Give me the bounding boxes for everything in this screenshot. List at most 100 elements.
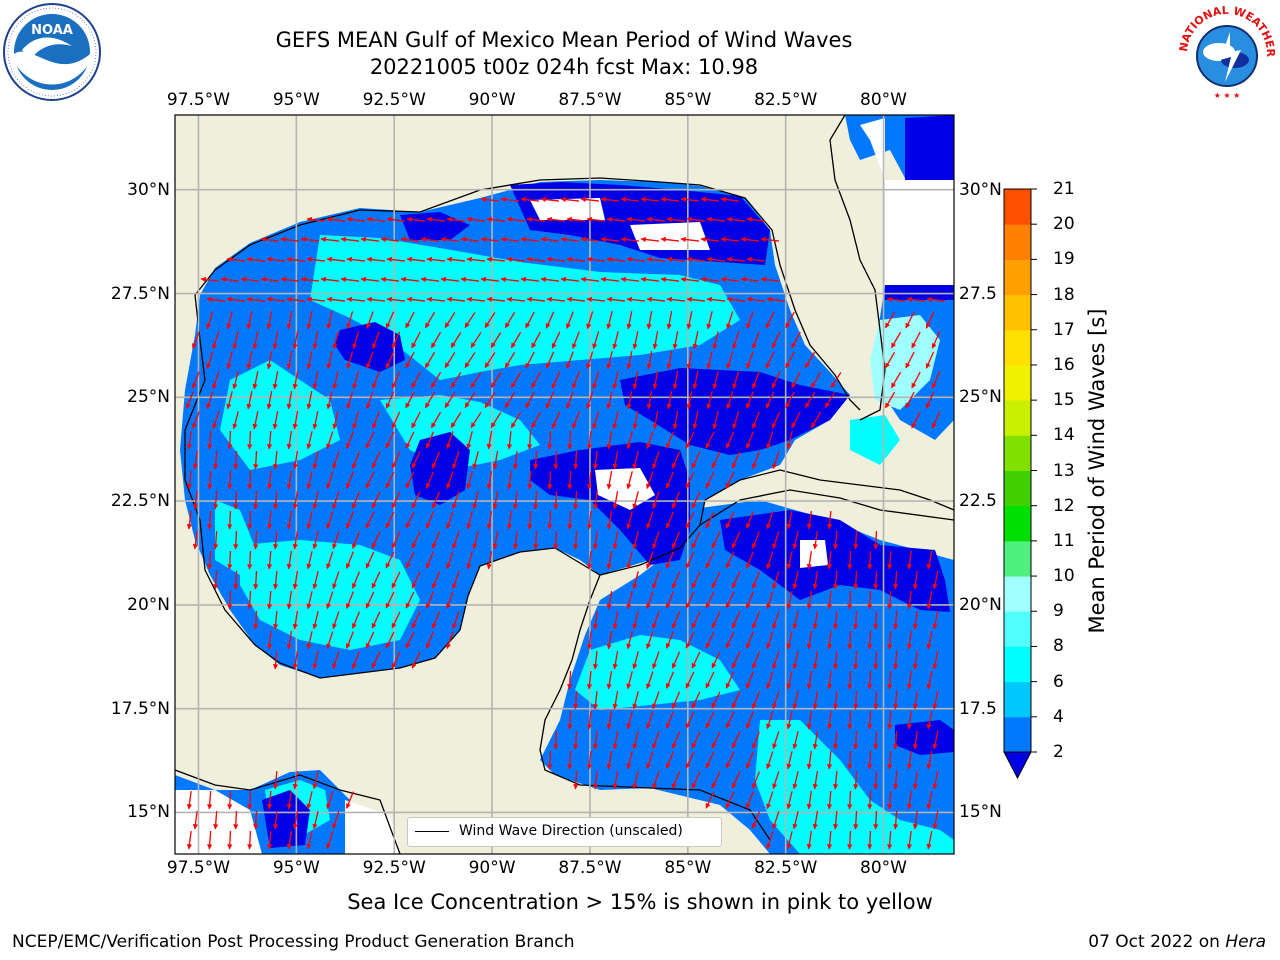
wave-direction-arrow: [812, 611, 819, 630]
wave-direction-arrow: [371, 491, 381, 509]
wave-direction-arrow: [745, 551, 754, 569]
wave-direction-arrow: [646, 216, 666, 223]
wave-direction-arrow: [672, 331, 679, 350]
wave-direction-arrow: [504, 351, 516, 369]
lon-tick-label: 82.5°W: [754, 858, 818, 878]
cyan-zone-keys: [850, 415, 900, 465]
wave-direction-arrow: [873, 810, 879, 830]
wave-direction-arrow: [806, 671, 813, 690]
wave-direction-arrow: [306, 391, 313, 410]
wave-direction-arrow: [766, 831, 774, 850]
wave-direction-arrow: [606, 296, 626, 303]
wave-direction-arrow: [586, 256, 606, 263]
wave-direction-arrow: [680, 236, 700, 243]
wave-direction-arrow: [620, 276, 640, 283]
wave-direction-arrow: [551, 331, 561, 349]
wave-direction-arrow: [484, 352, 496, 369]
wave-direction-arrow: [306, 351, 313, 370]
wave-direction-arrow: [466, 431, 473, 450]
wave-direction-arrow: [867, 590, 873, 610]
wave-direction-arrow: [691, 731, 701, 749]
wave-direction-arrow: [192, 810, 199, 830]
wave-direction-arrow: [232, 331, 239, 350]
wave-direction-arrow: [365, 471, 375, 489]
colorbar-tick-label: 21: [1053, 179, 1075, 199]
wave-direction-arrow: [560, 276, 580, 283]
wave-direction-arrow: [233, 810, 239, 830]
wave-direction-arrow: [253, 490, 259, 510]
colorbar-band: [1004, 189, 1031, 225]
wave-direction-arrow: [540, 196, 560, 203]
wave-direction-arrow: [431, 531, 441, 549]
wave-direction-arrow: [772, 731, 780, 750]
wave-direction-arrow: [686, 391, 693, 410]
darkblue-zone-west: [335, 322, 405, 372]
wave-direction-arrow: [746, 256, 766, 263]
wave-direction-arrow: [867, 550, 873, 570]
wave-direction-arrow: [827, 830, 833, 850]
wave-direction-arrow: [884, 311, 896, 329]
wave-direction-arrow: [887, 830, 893, 850]
wave-direction-arrow: [827, 790, 833, 810]
wave-direction-arrow: [446, 431, 454, 449]
wave-direction-arrow: [711, 451, 721, 469]
wave-direction-arrow: [306, 791, 313, 810]
wave-direction-arrow: [686, 351, 693, 370]
no-data-patch: [345, 800, 400, 854]
wave-direction-arrow: [227, 830, 233, 850]
wave-direction-arrow: [385, 591, 395, 609]
wave-direction-arrow: [711, 611, 721, 629]
wave-direction-arrow: [411, 491, 421, 509]
wave-direction-arrow: [786, 431, 793, 450]
wave-direction-arrow: [833, 690, 839, 710]
wave-direction-arrow: [766, 431, 774, 450]
wave-direction-arrow: [391, 451, 401, 469]
wave-direction-arrow: [573, 530, 579, 550]
wave-direction-arrow: [786, 751, 793, 770]
wave-direction-arrow: [226, 296, 246, 303]
wave-direction-arrow: [751, 771, 760, 789]
wave-direction-arrow: [732, 411, 740, 430]
lon-tick-label: 97.5°W: [166, 90, 231, 110]
wave-direction-arrow: [672, 411, 679, 430]
wave-direction-arrow: [567, 750, 573, 770]
wave-direction-arrow: [906, 296, 926, 303]
wave-direction-arrow: [873, 650, 879, 670]
wave-direction-arrow: [247, 430, 253, 450]
wave-direction-arrow: [592, 450, 599, 470]
wave-direction-arrow: [606, 751, 613, 770]
wave-direction-arrow: [192, 530, 199, 550]
wave-direction-arrow: [411, 331, 421, 349]
wave-direction-arrow: [912, 810, 919, 830]
wave-direction-arrow: [452, 491, 460, 509]
wave-direction-arrow: [932, 611, 939, 630]
wave-direction-arrow: [292, 491, 299, 510]
wave-direction-arrow: [246, 311, 253, 330]
wave-direction-arrow: [932, 811, 939, 830]
wave-direction-arrow: [405, 631, 415, 649]
wave-direction-arrow: [652, 731, 660, 749]
lat-tick-label-left: 25°N: [127, 387, 170, 408]
wave-direction-arrow: [253, 450, 259, 470]
wave-direction-arrow: [246, 351, 253, 370]
wave-direction-arrow: [792, 531, 799, 550]
wave-direction-arrow: [312, 451, 319, 470]
wave-direction-arrow: [791, 331, 801, 349]
wave-direction-arrow: [567, 710, 573, 730]
wave-direction-arrow: [207, 550, 213, 570]
wave-direction-arrow: [804, 391, 816, 409]
wave-direction-arrow: [466, 256, 486, 263]
wave-direction-arrow: [705, 751, 715, 769]
wave-direction-arrow: [326, 471, 334, 490]
wave-direction-arrow: [666, 216, 686, 223]
wave-direction-arrow: [592, 730, 599, 750]
wave-direction-arrow: [671, 451, 681, 469]
wave-direction-arrow: [893, 610, 899, 630]
wave-direction-arrow: [725, 751, 735, 769]
wave-direction-arrow: [466, 216, 486, 223]
wave-direction-arrow: [545, 391, 555, 409]
wave-direction-arrow: [431, 611, 441, 629]
wave-direction-arrow: [286, 351, 293, 370]
wave-direction-arrow: [884, 351, 896, 369]
wave-direction-arrow: [504, 311, 516, 329]
